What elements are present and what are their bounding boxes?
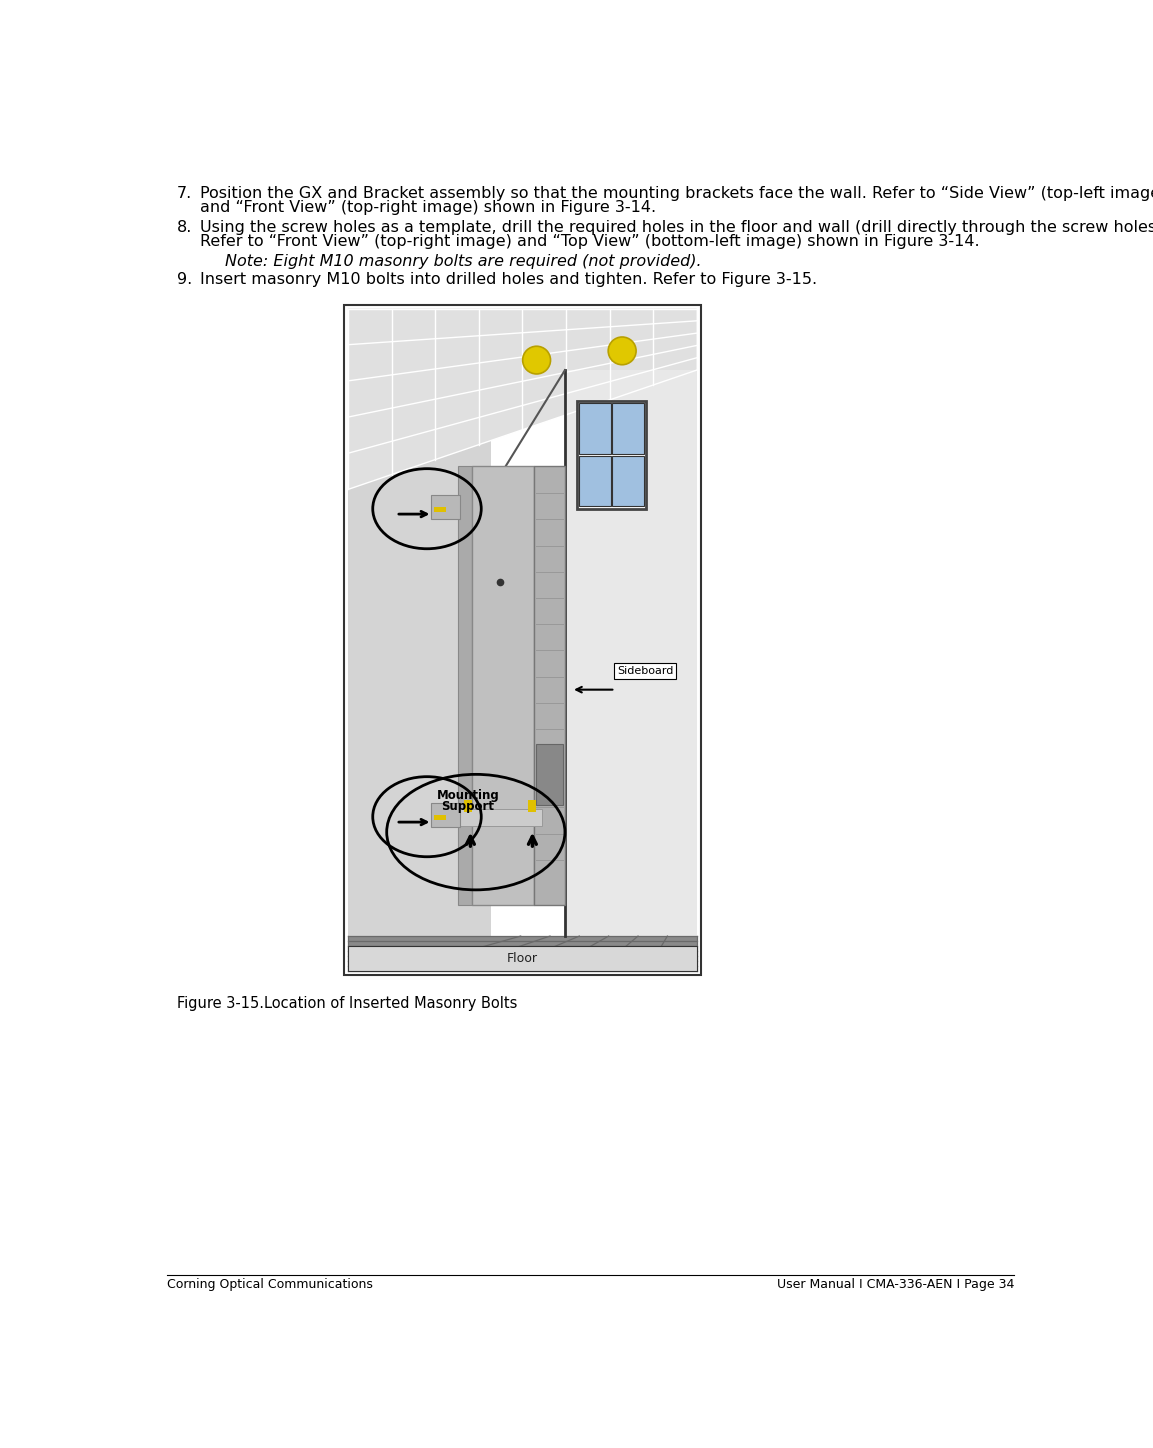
Bar: [465, 799, 472, 812]
Circle shape: [608, 337, 636, 365]
Bar: [612, 456, 645, 507]
Text: 8.: 8.: [176, 220, 193, 235]
Text: Sideboard: Sideboard: [617, 666, 673, 676]
Text: Using the screw holes as a template, drill the required holes in the floor and w: Using the screw holes as a template, dri…: [199, 220, 1153, 235]
Bar: [534, 466, 565, 905]
Text: Floor: Floor: [507, 951, 537, 964]
Text: User Manual I CMA-336-AEN I Page 34: User Manual I CMA-336-AEN I Page 34: [777, 1279, 1015, 1292]
Text: Refer to “Front View” (top-right image) and “Top View” (bottom-left image) shown: Refer to “Front View” (top-right image) …: [199, 233, 980, 249]
Bar: [431, 802, 460, 827]
Bar: [612, 403, 645, 455]
Text: Position the GX and Bracket assembly so that the mounting brackets face the wall: Position the GX and Bracket assembly so …: [199, 187, 1153, 201]
Polygon shape: [348, 935, 696, 970]
Text: Insert masonry M10 bolts into drilled holes and tighten. Refer to Figure 3-15.: Insert masonry M10 bolts into drilled ho…: [199, 272, 817, 287]
Bar: [431, 495, 460, 520]
Bar: [458, 466, 472, 905]
Text: Mounting: Mounting: [437, 789, 499, 802]
Text: 7.: 7.: [176, 187, 191, 201]
Text: Corning Optical Communications: Corning Optical Communications: [167, 1279, 374, 1292]
Bar: [576, 401, 647, 508]
Bar: [434, 815, 446, 820]
Bar: [528, 799, 535, 812]
Bar: [344, 304, 701, 975]
Bar: [579, 456, 611, 507]
Polygon shape: [348, 308, 696, 489]
Text: and “Front View” (top-right image) shown in Figure 3-14.: and “Front View” (top-right image) shown…: [199, 200, 656, 214]
Bar: [348, 946, 696, 970]
Bar: [472, 466, 534, 905]
Text: Figure 3-15.Location of Inserted Masonry Bolts: Figure 3-15.Location of Inserted Masonry…: [176, 996, 517, 1011]
Text: Support: Support: [442, 801, 495, 814]
Bar: [579, 403, 611, 455]
Bar: [457, 809, 542, 825]
Bar: [434, 507, 446, 511]
Text: Note: Eight M10 masonry bolts are required (not provided).: Note: Eight M10 masonry bolts are requir…: [225, 253, 701, 269]
Bar: [565, 371, 696, 935]
Circle shape: [522, 346, 550, 374]
Bar: [535, 744, 564, 805]
Bar: [348, 308, 491, 935]
Text: 9.: 9.: [176, 272, 191, 287]
